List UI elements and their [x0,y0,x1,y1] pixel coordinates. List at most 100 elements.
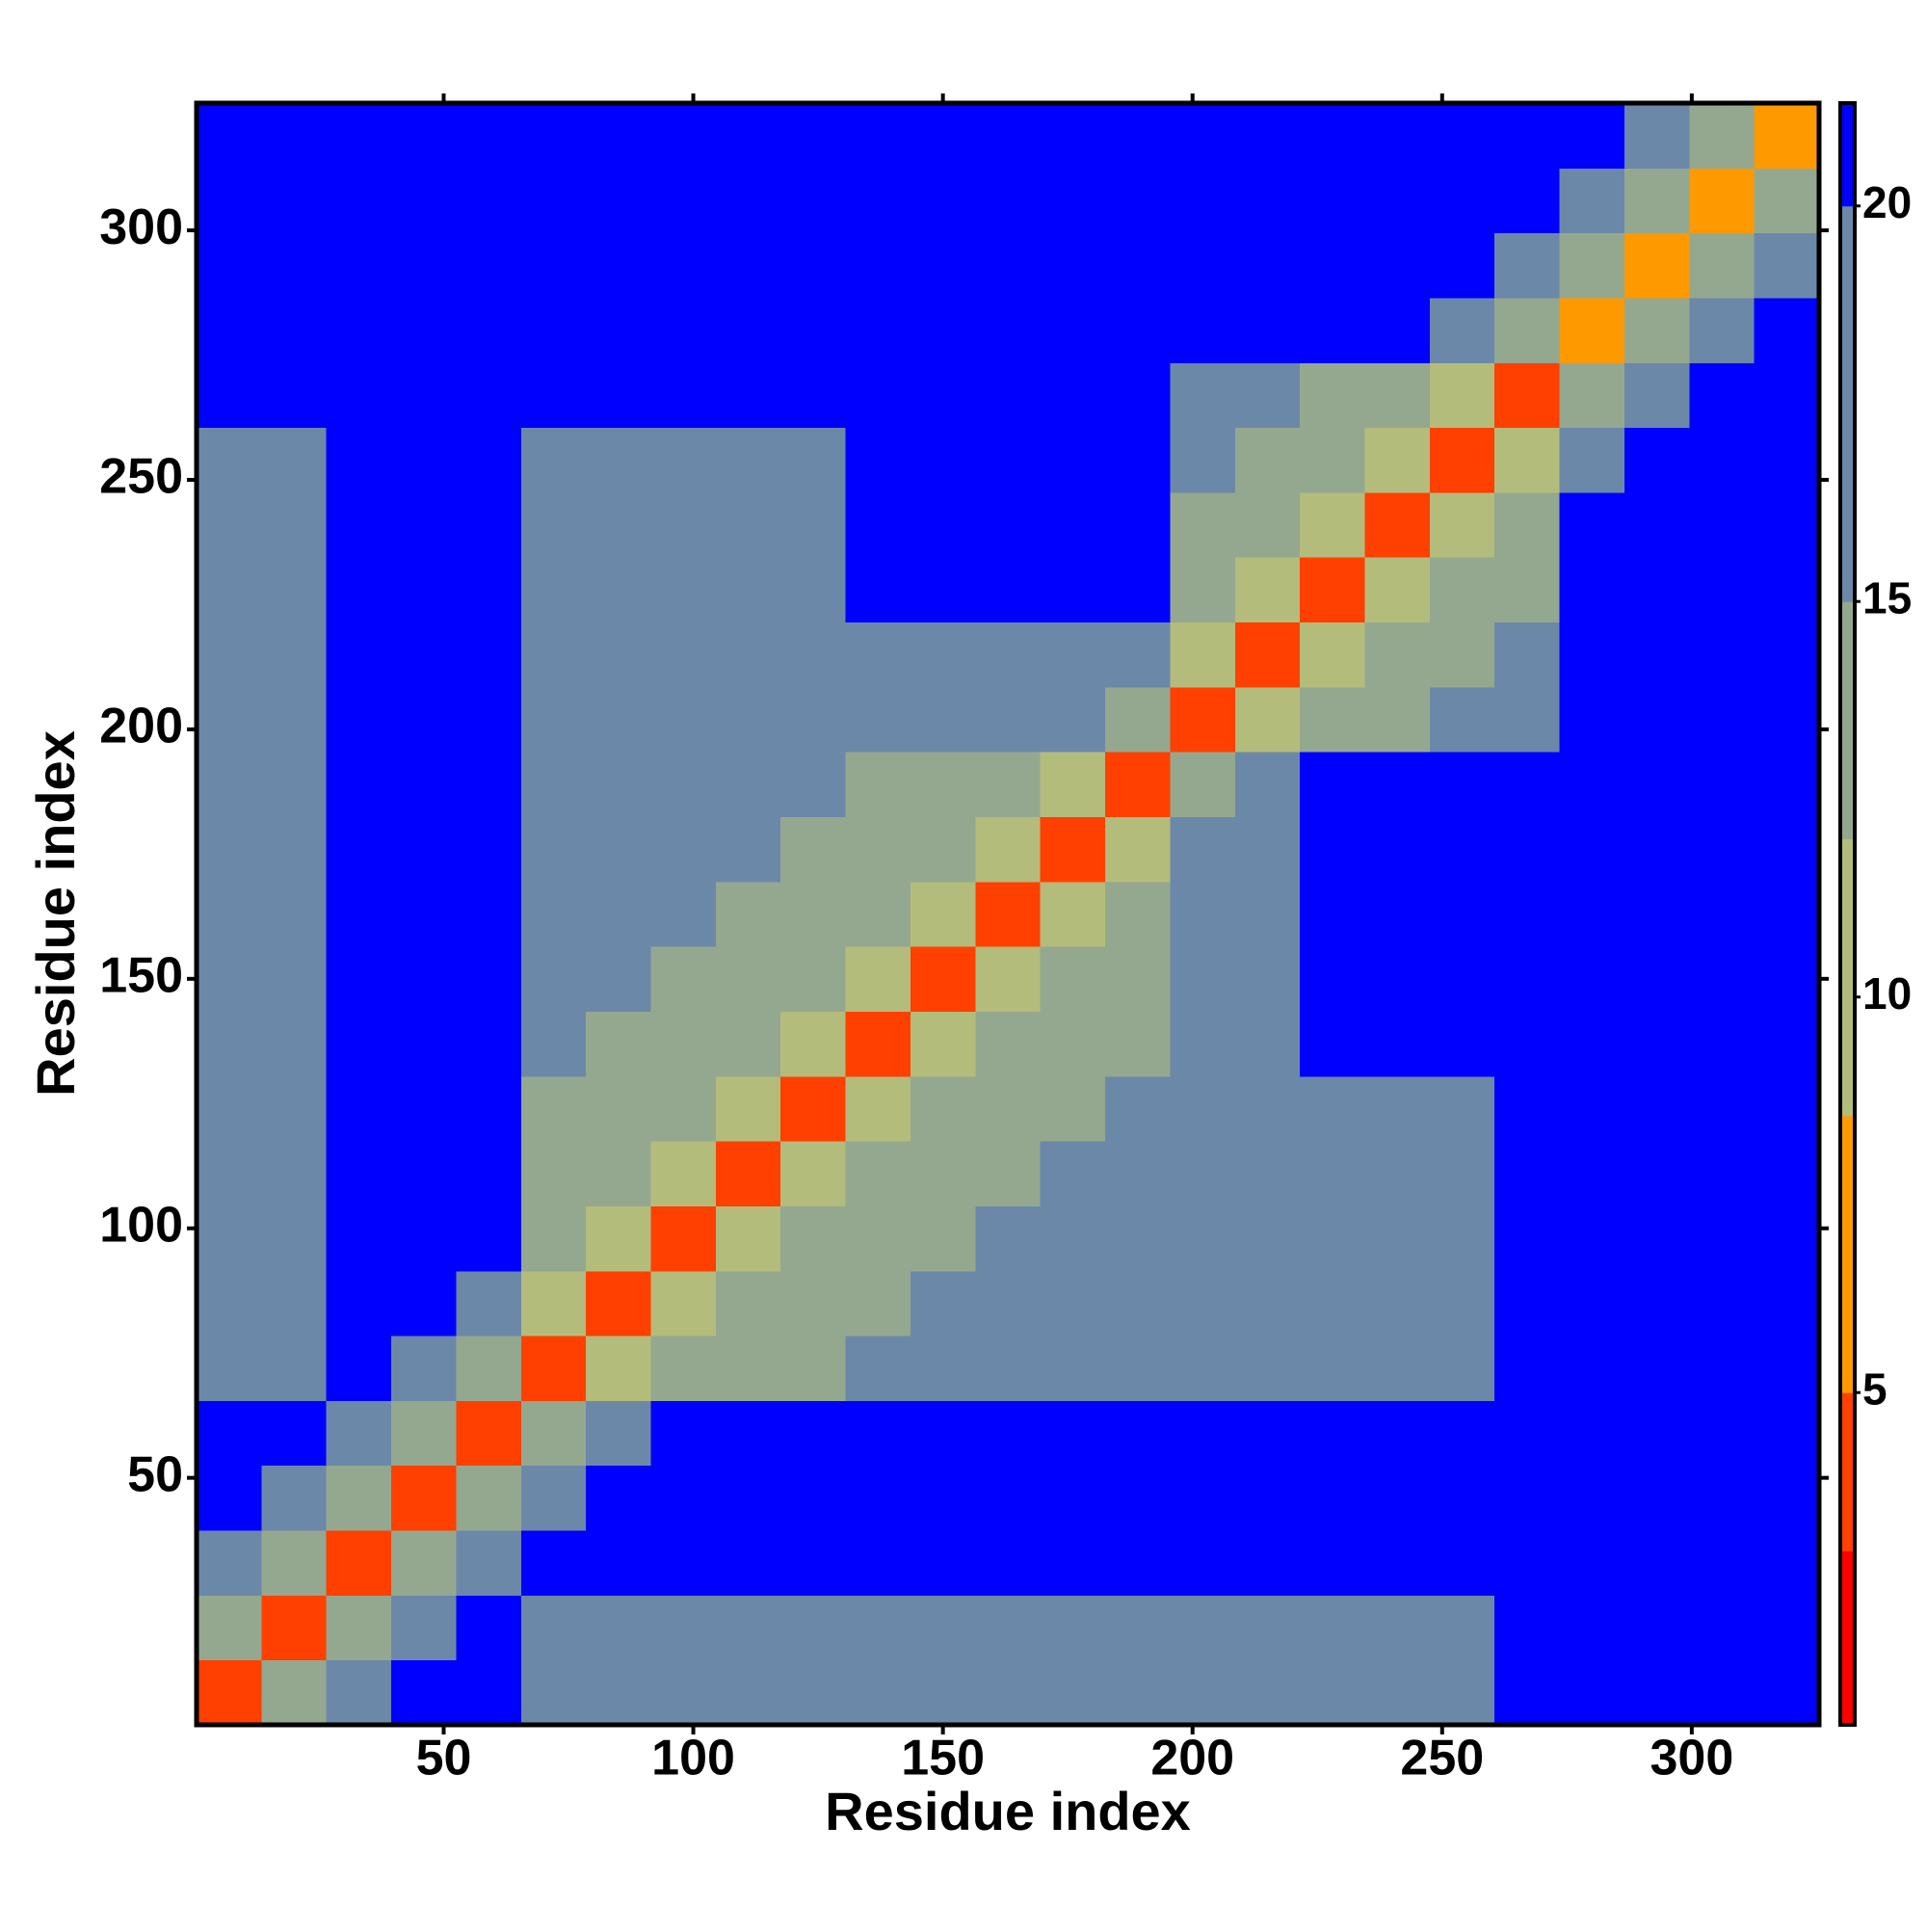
heatmap-cell [1040,362,1106,429]
heatmap-cell [326,557,392,623]
heatmap-cell [586,946,652,1012]
heatmap-cell [1040,1659,1106,1726]
heatmap-cell [910,557,976,623]
heatmap-cell [326,946,392,1012]
heatmap-cell [1234,816,1301,883]
heatmap-cell [975,168,1042,234]
colorbar-segment [1840,838,1855,1117]
heatmap-cell [1364,1141,1431,1206]
heatmap-cell [586,1400,652,1467]
heatmap-cell [650,1659,717,1726]
heatmap-cell [1623,686,1690,753]
heatmap-cell [910,1400,976,1467]
heatmap-cell [1623,1659,1690,1726]
heatmap-cell [1623,297,1690,363]
heatmap-cell [1754,1465,1820,1531]
heatmap-cell [1364,1465,1431,1531]
heatmap-cell [456,1595,522,1661]
heatmap-cell [1689,1011,1755,1077]
heatmap-cell [650,1205,717,1272]
heatmap-cell [1559,557,1625,623]
heatmap-cell [1364,1075,1431,1142]
heatmap-cell [1559,103,1625,169]
y-tick-label: 200 [99,699,183,754]
heatmap-cell [910,232,976,299]
heatmap-cell [326,1595,392,1661]
heatmap-cell [456,557,522,623]
heatmap-cell [261,1530,328,1596]
heatmap-cell [1300,427,1365,493]
heatmap-cell [1429,1205,1495,1272]
heatmap-cell [780,1205,847,1272]
heatmap-cell [197,881,262,947]
heatmap-cell [780,362,847,429]
heatmap-cell [1105,752,1171,818]
heatmap-cell [1105,297,1171,363]
heatmap-cell [975,1075,1042,1142]
heatmap-cell [1300,1075,1365,1142]
heatmap-cell [1170,816,1236,883]
colorbar-segment [1840,205,1855,602]
heatmap-cell [1623,1465,1690,1531]
heatmap-cell [1300,1465,1365,1531]
heatmap-cell [1559,427,1625,493]
heatmap-cell [586,103,652,169]
heatmap-cell [845,686,911,753]
heatmap-cell [1689,622,1755,688]
heatmap-cell [326,816,392,883]
heatmap-cell [1364,1270,1431,1337]
heatmap-cell [1170,1075,1236,1142]
heatmap-cell [1494,946,1561,1012]
heatmap-cell [261,362,328,429]
heatmap-cell [1559,168,1625,234]
heatmap-cell [326,622,392,688]
heatmap-cell [910,1205,976,1272]
heatmap-cell [1040,1141,1106,1206]
heatmap-cell [1040,491,1106,558]
heatmap-cell [1429,1659,1495,1726]
heatmap-cell [1234,1141,1301,1206]
heatmap-cell [780,1270,847,1337]
heatmap-cell [845,946,911,1012]
y-tick-label: 250 [99,449,183,505]
heatmap-cell [1754,1400,1820,1467]
heatmap-cell [1429,1530,1495,1596]
heatmap-cell [197,297,262,363]
heatmap-cell [1754,686,1820,753]
heatmap-cell [780,491,847,558]
heatmap-cell [1494,168,1561,234]
heatmap-cell [845,1075,911,1142]
heatmap-cell [520,491,587,558]
colorbar-tick-label: 15 [1862,572,1912,622]
heatmap-cell [1623,491,1690,558]
heatmap-cell [1364,1011,1431,1077]
heatmap-cell [715,1075,781,1142]
heatmap-cell [1559,881,1625,947]
heatmap-cell [780,1141,847,1206]
heatmap-cell [391,1530,457,1596]
heatmap-cell [1364,103,1431,169]
heatmap-cell [520,816,587,883]
heatmap-cell [1105,1336,1171,1401]
heatmap-cell [1234,1011,1301,1077]
heatmap-cell [1689,1141,1755,1206]
heatmap-cell [975,816,1042,883]
heatmap-cell [780,232,847,299]
heatmap-cell [520,686,587,753]
heatmap-cell [1559,491,1625,558]
heatmap-cell [910,297,976,363]
heatmap-cell [1623,1400,1690,1467]
heatmap-cell [1170,103,1236,169]
heatmap-cell [1429,1270,1495,1337]
heatmap-cell [780,1659,847,1726]
heatmap-cell [1559,1400,1625,1467]
heatmap-cell [1623,752,1690,818]
heatmap-cell [715,1205,781,1272]
heatmap-cell [1364,622,1431,688]
heatmap-cell [1494,1011,1561,1077]
heatmap-cell [1105,1205,1171,1272]
heatmap-cell [650,816,717,883]
heatmap-cell [1105,816,1171,883]
heatmap-cell [586,168,652,234]
heatmap-cell [1494,752,1561,818]
